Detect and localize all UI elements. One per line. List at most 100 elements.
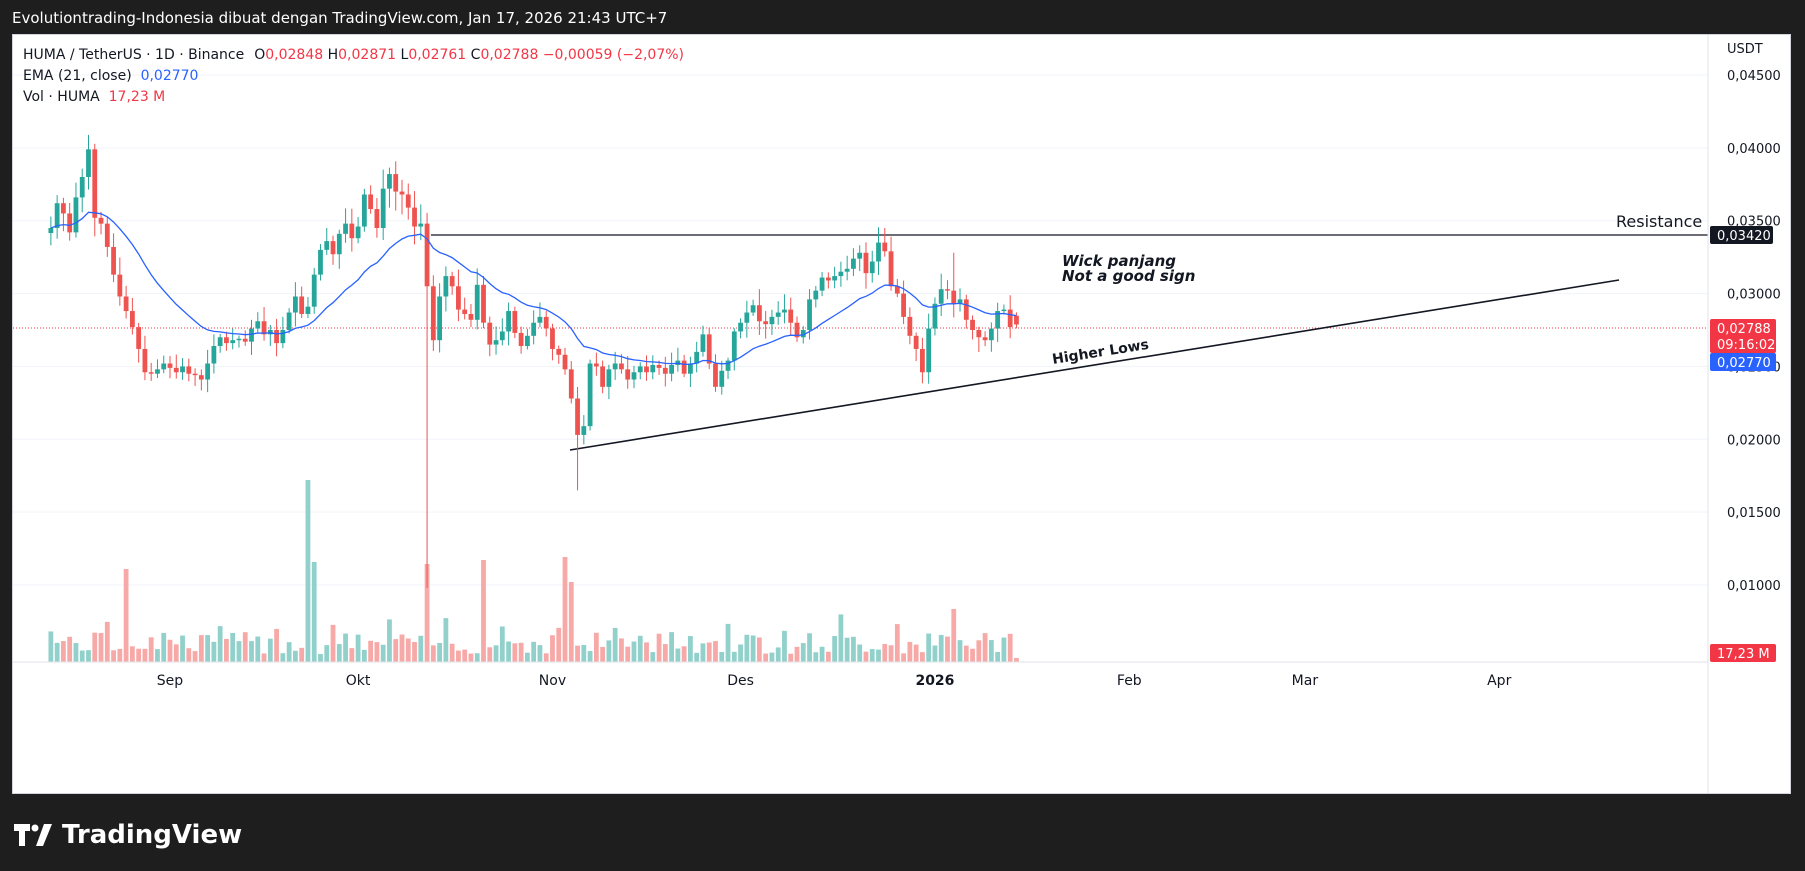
volume-bar — [869, 649, 875, 662]
candle-body — [368, 194, 374, 210]
candle-body — [562, 354, 568, 370]
volume-bar — [775, 647, 781, 662]
ema-price-badge: 0,02770 — [1710, 353, 1776, 371]
volume-bar — [393, 639, 399, 662]
volume-bar — [318, 653, 323, 662]
candle-body — [731, 331, 737, 361]
candle-body — [662, 367, 668, 374]
volume-bar — [148, 637, 154, 662]
last-price-badge: 0,02788 09:16:02 — [1710, 319, 1776, 353]
candle-body — [568, 369, 574, 399]
volume-bar — [180, 635, 185, 662]
candle-body — [361, 194, 367, 227]
symbol-title[interactable]: HUMA / TetherUS · 1D · Binance — [23, 47, 245, 63]
candlestick-chart[interactable]: Resistance Wick panjang Not a good sign … — [13, 35, 1790, 793]
volume-bar — [988, 640, 994, 662]
candle-body — [79, 177, 85, 198]
ohlc-row: HUMA / TetherUS · 1D · Binance O0,02848 H… — [23, 47, 685, 63]
candle-body — [198, 375, 204, 380]
candle-body — [437, 296, 443, 341]
volume-bar — [951, 609, 957, 662]
volume-bar — [286, 642, 292, 662]
volume-bar — [543, 653, 549, 662]
volume-bar — [142, 648, 148, 662]
volume-bar — [79, 650, 85, 662]
candle-body — [493, 340, 499, 345]
volume-bar — [380, 644, 386, 662]
volume-bar — [468, 653, 474, 662]
candle-body — [575, 398, 580, 435]
candle-body — [506, 311, 511, 332]
volume-bar — [669, 632, 674, 662]
volume-bar — [48, 631, 54, 662]
candle-body — [844, 268, 850, 272]
candle-body — [593, 363, 599, 367]
volume-bar — [644, 642, 649, 662]
volume-bar — [901, 653, 906, 662]
volume-bar — [750, 635, 756, 662]
volume-bar — [443, 618, 449, 662]
candle-body — [468, 313, 474, 320]
volume-bar — [932, 645, 938, 662]
higher-lows-trendline[interactable] — [569, 279, 1620, 451]
volume-bar — [86, 650, 91, 662]
candle-body — [863, 252, 869, 274]
volume-bar — [738, 644, 743, 662]
volume-bar — [305, 480, 311, 662]
volume-label[interactable]: Vol · HUMA — [23, 89, 100, 105]
candle-body — [211, 346, 217, 364]
volume-bar — [462, 649, 468, 662]
candle-body — [807, 299, 812, 330]
wick-annotation-line1: Wick panjang — [1062, 252, 1176, 270]
candle-body — [719, 370, 725, 387]
candle-body — [738, 322, 743, 332]
candle-body — [681, 360, 687, 374]
candle-body — [123, 296, 129, 312]
volume-bar — [719, 651, 725, 662]
candle-body — [192, 373, 198, 376]
volume-bar — [456, 650, 461, 662]
candle-body — [355, 226, 361, 239]
price-tick-label: 0,04500 — [1727, 69, 1781, 84]
candle-body — [299, 296, 305, 314]
candle-body — [550, 328, 555, 349]
candle-body — [963, 299, 969, 320]
volume-bar — [374, 642, 380, 662]
candle-body — [951, 290, 957, 304]
price-grid — [13, 74, 1708, 586]
price-tick-label: 0,04000 — [1727, 142, 1781, 157]
volume-bar — [688, 636, 693, 662]
candle-body — [606, 369, 612, 387]
volume-bar — [612, 627, 618, 662]
candle-body — [161, 363, 167, 370]
volume-bar — [807, 633, 812, 662]
candle-body — [869, 261, 875, 274]
candle-body — [374, 209, 380, 228]
volume-bar — [161, 632, 167, 662]
volume-bar — [656, 633, 662, 662]
volume-bars — [48, 480, 1019, 662]
volume-bar — [1007, 633, 1013, 662]
candle-body — [625, 369, 631, 380]
ema-line — [50, 211, 1017, 365]
volume-bar — [493, 645, 499, 662]
volume-bar — [593, 632, 599, 662]
tradingview-logo[interactable]: TradingView — [14, 820, 242, 850]
candle-body — [995, 311, 1001, 329]
candle-body — [581, 426, 587, 435]
candle-body — [800, 330, 806, 338]
volume-bar — [230, 632, 236, 662]
volume-bar — [819, 646, 825, 662]
candle-body — [399, 191, 405, 195]
volume-bar — [67, 636, 73, 662]
volume-bar — [324, 645, 330, 662]
volume-bar — [524, 652, 530, 662]
volume-row: Vol · HUMA 17,23 M — [23, 87, 684, 108]
volume-bar — [1014, 658, 1019, 662]
candle-body — [938, 289, 944, 304]
candle-body — [499, 331, 505, 341]
volume-bar — [487, 647, 493, 662]
ema-label[interactable]: EMA (21, close) — [23, 68, 132, 84]
volume-bar — [863, 651, 869, 662]
volume-bar — [963, 645, 969, 662]
